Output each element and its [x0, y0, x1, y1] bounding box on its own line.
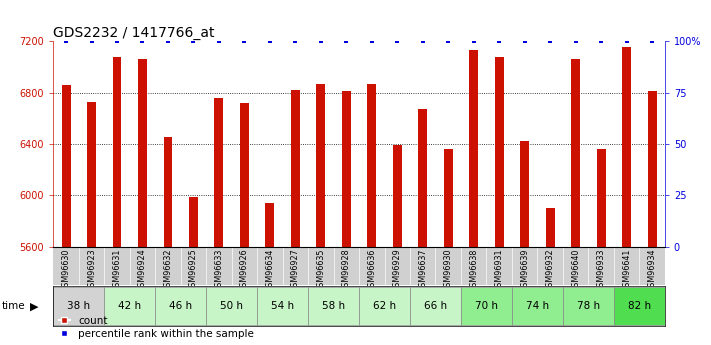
Text: GSM96923: GSM96923 [87, 248, 96, 292]
Bar [189, 197, 198, 247]
Text: GDS2232 / 1417766_at: GDS2232 / 1417766_at [53, 26, 215, 40]
Legend: count, percentile rank within the sample: count, percentile rank within the sample [55, 312, 258, 343]
Bar [265, 203, 274, 247]
Bar [512, 287, 563, 325]
Bar [418, 109, 427, 247]
Text: GSM96925: GSM96925 [189, 248, 198, 292]
Bar [571, 59, 580, 247]
Text: 50 h: 50 h [220, 301, 243, 311]
Text: GSM96924: GSM96924 [138, 248, 147, 292]
Bar [206, 287, 257, 325]
Text: 46 h: 46 h [169, 301, 192, 311]
Bar [240, 103, 249, 247]
Text: GSM96638: GSM96638 [469, 248, 479, 292]
Text: 66 h: 66 h [424, 301, 447, 311]
Bar [469, 50, 479, 247]
Bar [495, 57, 503, 247]
Bar [138, 59, 147, 247]
Bar [316, 84, 326, 247]
Bar [215, 98, 223, 247]
Text: GSM96933: GSM96933 [597, 248, 606, 292]
Bar [461, 287, 512, 325]
Bar [112, 57, 122, 247]
Text: GSM96934: GSM96934 [648, 248, 656, 292]
Text: GSM96630: GSM96630 [62, 248, 70, 292]
Text: 42 h: 42 h [118, 301, 141, 311]
Text: 70 h: 70 h [475, 301, 498, 311]
Bar [392, 145, 402, 247]
Text: GSM96928: GSM96928 [342, 248, 351, 292]
Text: GSM96932: GSM96932 [545, 248, 555, 292]
Bar [291, 90, 300, 247]
Bar [105, 287, 155, 325]
Text: time: time [2, 301, 26, 311]
Bar [87, 102, 96, 247]
Bar [53, 287, 105, 325]
Text: GSM96633: GSM96633 [215, 248, 223, 292]
Text: 54 h: 54 h [271, 301, 294, 311]
Bar [444, 149, 453, 247]
Text: GSM96641: GSM96641 [622, 248, 631, 292]
Text: GSM96926: GSM96926 [240, 248, 249, 292]
Bar [342, 91, 351, 247]
Text: GSM96927: GSM96927 [291, 248, 300, 292]
Bar [614, 287, 665, 325]
Text: 58 h: 58 h [322, 301, 345, 311]
Text: 74 h: 74 h [526, 301, 549, 311]
Bar [308, 287, 359, 325]
Text: ▶: ▶ [30, 301, 38, 311]
Bar [155, 287, 206, 325]
Text: GSM96631: GSM96631 [112, 248, 122, 292]
Text: 78 h: 78 h [577, 301, 600, 311]
Text: 62 h: 62 h [373, 301, 396, 311]
Text: GSM96640: GSM96640 [571, 248, 580, 292]
Bar [545, 208, 555, 247]
Text: GSM96931: GSM96931 [495, 248, 503, 292]
Text: GSM96929: GSM96929 [392, 248, 402, 292]
Text: GSM96632: GSM96632 [164, 248, 173, 292]
Text: GSM96635: GSM96635 [316, 248, 326, 292]
Text: GSM96637: GSM96637 [418, 248, 427, 292]
Bar [622, 47, 631, 247]
Text: 82 h: 82 h [628, 301, 651, 311]
Bar [410, 287, 461, 325]
Bar [368, 84, 376, 247]
Bar [164, 137, 173, 247]
Bar [597, 149, 606, 247]
Text: 38 h: 38 h [68, 301, 90, 311]
Text: GSM96636: GSM96636 [368, 248, 376, 292]
Text: GSM96930: GSM96930 [444, 248, 453, 292]
Bar [648, 91, 656, 247]
Bar [62, 85, 70, 247]
Text: GSM96634: GSM96634 [265, 248, 274, 292]
Bar [563, 287, 614, 325]
Bar [520, 141, 529, 247]
Bar [257, 287, 308, 325]
Text: GSM96639: GSM96639 [520, 248, 529, 292]
Bar [359, 287, 410, 325]
